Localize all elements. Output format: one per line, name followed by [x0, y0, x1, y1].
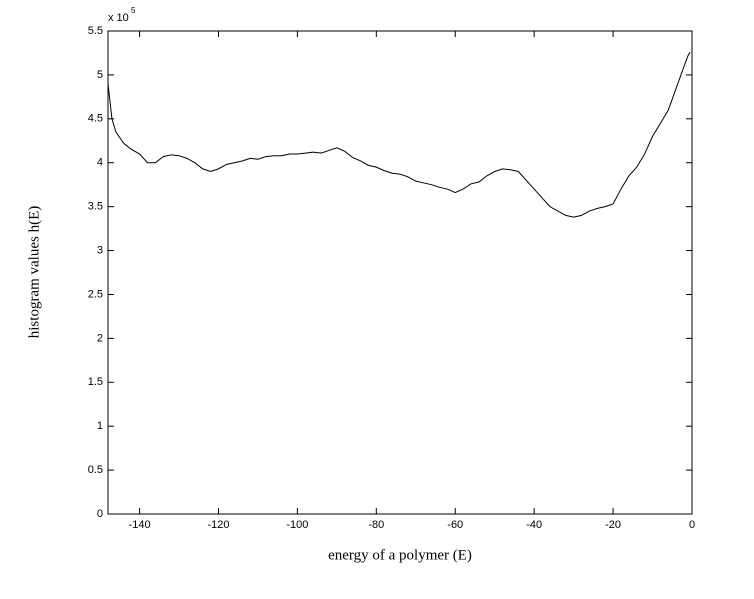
x-tick-label: -40: [526, 519, 542, 531]
x-tick-label: -80: [368, 519, 384, 531]
x-axis-label: energy of a polymer (E): [328, 547, 472, 563]
y-tick-label: 4: [97, 157, 103, 169]
data-line: [107, 51, 691, 218]
y-tick-label: 5: [97, 69, 103, 81]
y-tick-label: 5.5: [88, 25, 103, 37]
y-tick-label: 3: [97, 244, 103, 256]
y-tick-label: 2: [97, 332, 103, 344]
y-tick-label: 0: [97, 508, 103, 520]
y-tick-label: 3.5: [88, 201, 103, 213]
x-tick-label: -140: [129, 519, 151, 531]
y-tick-label: 1.5: [88, 376, 103, 388]
y-tick-label: 2.5: [88, 288, 103, 300]
multiplier-exponent: 5: [131, 6, 136, 15]
x-tick-label: -60: [447, 519, 463, 531]
x-tick-label: -100: [286, 519, 308, 531]
x-tick-label: -20: [605, 519, 621, 531]
y-tick-label: 0.5: [88, 464, 103, 476]
multiplier: x 10: [108, 12, 129, 24]
axes-box: [107, 30, 693, 515]
x-tick-label: -120: [207, 519, 229, 531]
y-tick-label: 4.5: [88, 113, 103, 125]
x-tick-label: 0: [689, 519, 695, 531]
y-axis-label: histogram values h(E): [26, 206, 42, 338]
y-tick-label: 1: [97, 420, 103, 432]
